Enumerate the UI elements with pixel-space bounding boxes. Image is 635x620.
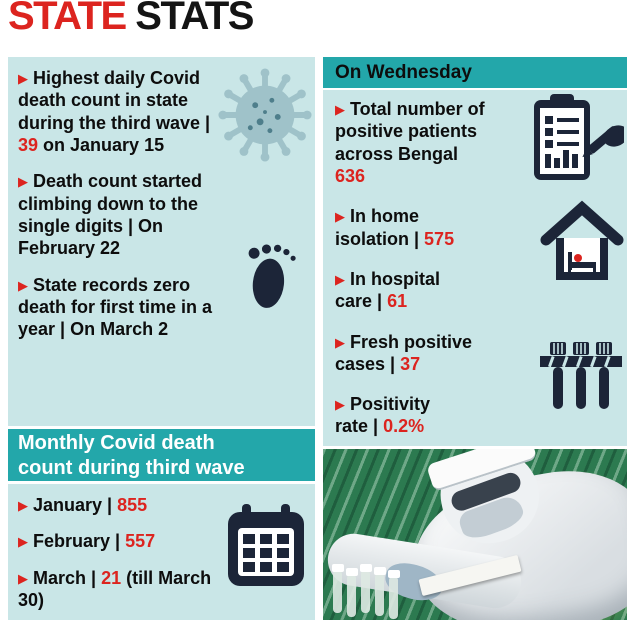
stat-value: 37	[400, 353, 421, 374]
stat-text-post: (till March 30)	[18, 567, 212, 610]
photo-sample-tubes	[331, 564, 400, 619]
photo-ppe-worker-testing	[323, 449, 627, 620]
stat-text: January |	[33, 495, 118, 515]
stat-item-home-isolation: ▶ In home isolation | 575	[323, 205, 627, 250]
stat-item-hospital-care: ▶ In hospital care | 61	[323, 268, 627, 313]
footprint-icon	[238, 238, 302, 316]
stat-text: Positivity rate |	[335, 394, 431, 437]
arrow-bullet-icon: ▶	[335, 334, 345, 350]
page-title-dark: STATS	[125, 0, 254, 38]
stat-text: Fresh positive cases |	[335, 331, 473, 374]
arrow-bullet-icon: ▶	[18, 498, 28, 513]
stat-item-fresh-cases: ▶ Fresh positive cases | 37	[323, 331, 627, 376]
section-header-monthly-deaths: Monthly Covid death count during third w…	[8, 429, 315, 481]
stat-value: 575	[424, 228, 455, 249]
page-title: STATE STATS	[8, 0, 254, 39]
clipboard-checklist-icon	[528, 92, 624, 184]
stat-text: In home isolation |	[335, 206, 425, 249]
stat-item-total-positive: ▶ Total number of positive patients acros…	[323, 98, 627, 187]
stat-text-post: on January 15	[38, 134, 165, 155]
stat-value: 61	[387, 291, 408, 312]
arrow-bullet-icon: ▶	[18, 71, 28, 86]
stat-value: 855	[117, 495, 148, 515]
stat-text: Highest daily Covid death count in state…	[18, 68, 211, 133]
stat-item-death-count-decline: ▶ Death count started climbing down to th…	[8, 170, 315, 259]
stat-item-positivity-rate: ▶ Positivity rate | 0.2%	[323, 393, 627, 438]
stat-item-march: ▶ March | 21 (till March 30)	[8, 567, 315, 612]
stat-text: March |	[33, 567, 102, 588]
stat-item-january: ▶ January | 855	[8, 494, 315, 516]
stat-item-highest-daily: ▶ Highest daily Covid death count in stat…	[8, 67, 315, 156]
stat-value: 21	[101, 567, 122, 588]
arrow-bullet-icon: ▶	[335, 271, 345, 287]
stat-item-february: ▶ February | 557	[8, 530, 315, 552]
arrow-bullet-icon: ▶	[18, 174, 28, 190]
stat-value: 0.2%	[383, 416, 425, 437]
arrow-bullet-icon: ▶	[335, 397, 345, 413]
section-header-on-wednesday: On Wednesday	[323, 57, 627, 88]
stat-value: 636	[335, 165, 366, 186]
virus-icon	[216, 66, 314, 164]
stat-text: February |	[33, 531, 126, 552]
arrow-bullet-icon: ▶	[18, 277, 28, 293]
stat-text: Death count started climbing down to the…	[18, 171, 203, 259]
stat-value: 39	[18, 134, 39, 155]
calendar-icon	[226, 504, 306, 590]
stat-value: 557	[125, 531, 156, 552]
stat-text: In hospital care |	[335, 268, 440, 312]
stat-text: State records zero death for first time …	[18, 274, 213, 340]
arrow-bullet-icon: ▶	[335, 102, 345, 117]
test-tubes-icon	[538, 328, 624, 420]
page-title-red: STATE	[8, 0, 127, 38]
arrow-bullet-icon: ▶	[335, 209, 345, 225]
stat-item-zero-death: ▶ State records zero death for first time…	[8, 274, 315, 341]
stat-text: Total number of positive patients across…	[335, 99, 485, 164]
arrow-bullet-icon: ▶	[18, 570, 28, 586]
arrow-bullet-icon: ▶	[18, 534, 28, 550]
home-isolation-bed-icon	[538, 198, 626, 286]
